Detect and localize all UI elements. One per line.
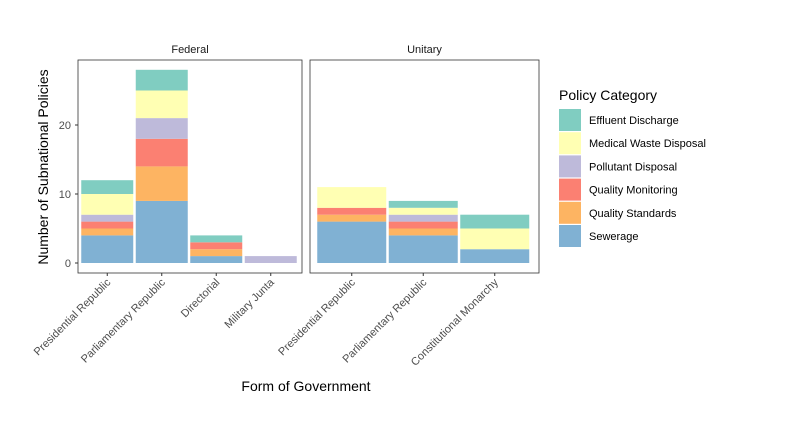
bar-segment xyxy=(190,235,243,243)
bar-segment xyxy=(135,118,188,139)
bar-segment xyxy=(460,249,530,263)
x-tick-label: Presidential Republic xyxy=(276,276,358,358)
x-tick-label: Directorial xyxy=(179,277,222,320)
x-tick-label: Military Junta xyxy=(223,276,278,331)
legend-title: Policy Category xyxy=(559,87,657,103)
bar-segment xyxy=(135,90,188,119)
bar-segment xyxy=(317,207,387,215)
bar-segment xyxy=(81,214,134,222)
bar-segment xyxy=(135,138,188,167)
bar-segment xyxy=(460,228,530,250)
y-axis-title: Number of Subnational Policies xyxy=(35,69,51,264)
bar-segment xyxy=(388,221,458,229)
bar-segment xyxy=(317,187,387,208)
legend-key xyxy=(559,155,581,178)
facet-title: Unitary xyxy=(407,44,442,56)
bar-segment xyxy=(81,221,134,229)
legend-label: Quality Standards xyxy=(589,208,677,220)
bar-segment xyxy=(317,214,387,222)
legend-key xyxy=(559,109,581,131)
bar-segment xyxy=(190,242,243,250)
bar-segment xyxy=(244,256,297,263)
legend: Policy Category Effluent Discharge Medica… xyxy=(559,87,706,247)
y-tick-label: 20 xyxy=(59,120,71,132)
panel-border xyxy=(77,59,303,274)
legend-key xyxy=(559,132,581,155)
bar-segment xyxy=(81,235,134,263)
bar-segment xyxy=(388,228,458,236)
legend-key xyxy=(559,178,581,201)
bar-segment xyxy=(317,221,387,263)
legend-key xyxy=(559,201,581,224)
bar-segment xyxy=(135,200,188,263)
legend-label: Sewerage xyxy=(589,231,639,243)
bar-segment xyxy=(388,235,458,263)
panel-border xyxy=(309,59,540,274)
x-axis-title: Form of Government xyxy=(241,378,370,394)
panels-layer: Federal Unitary xyxy=(77,44,540,274)
legend-key xyxy=(559,225,581,247)
legend-label: Quality Monitoring xyxy=(589,185,678,197)
bar-segment xyxy=(190,256,243,263)
legend-label: Medical Waste Disposal xyxy=(589,138,706,150)
facet-panel-2: Unitary xyxy=(309,44,540,274)
bar-segment xyxy=(388,200,458,208)
legend-label: Effluent Discharge xyxy=(589,115,679,127)
bar-segment xyxy=(388,214,458,222)
legend-label: Pollutant Disposal xyxy=(589,161,677,173)
bar-segment xyxy=(81,228,134,236)
y-tick-label: 10 xyxy=(59,189,71,201)
bar-segment xyxy=(460,214,530,229)
y-tick-label: 0 xyxy=(65,258,71,270)
bar-segment xyxy=(135,69,188,91)
bar-segment xyxy=(81,180,134,194)
y-axis: 0 10 20 xyxy=(59,120,78,270)
bar-segment xyxy=(388,207,458,215)
facet-title: Federal xyxy=(171,44,208,56)
bar-segment xyxy=(135,166,188,201)
bar-segment xyxy=(190,249,243,257)
bar-segment xyxy=(81,194,134,215)
facet-panel-1: Federal xyxy=(77,44,303,274)
